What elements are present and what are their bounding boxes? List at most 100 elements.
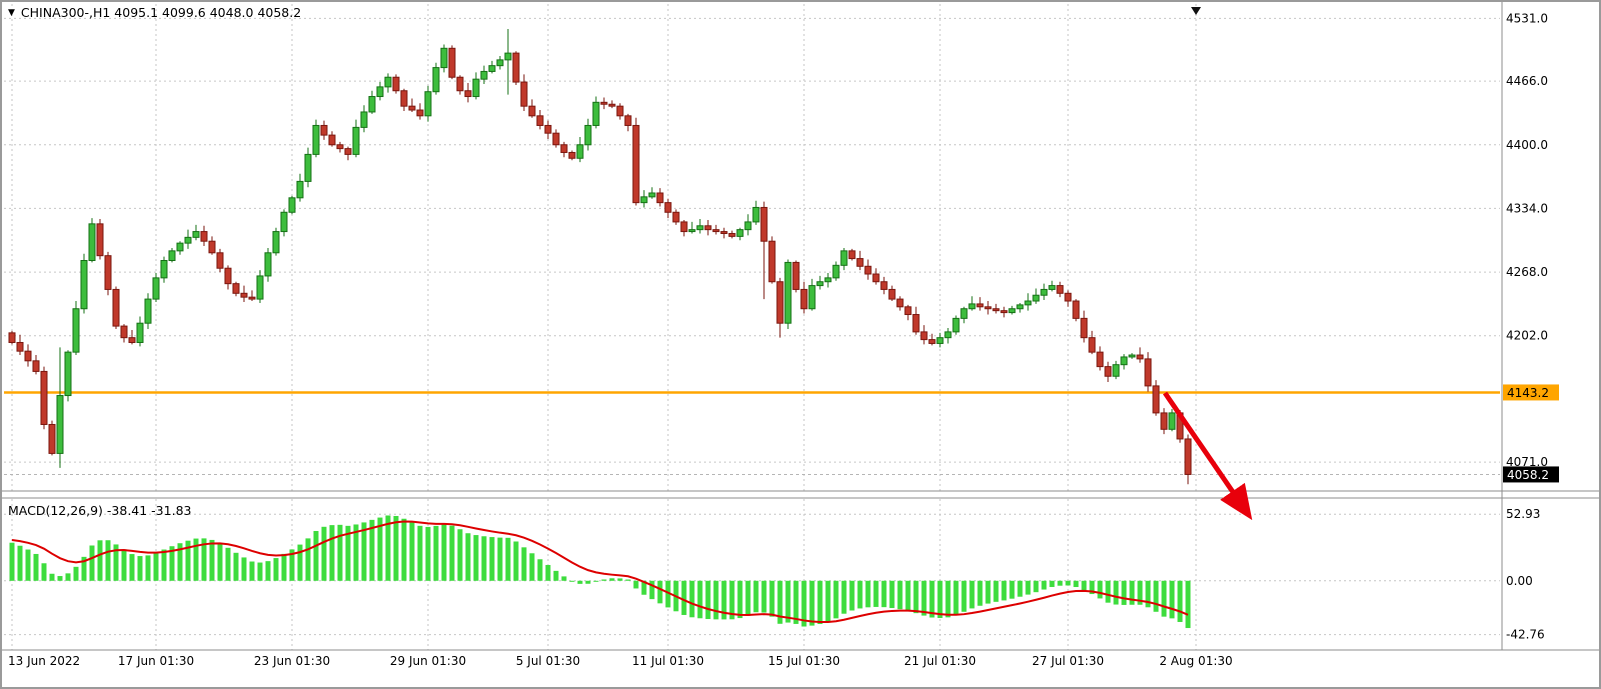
candle-up [384, 76, 392, 88]
macd-histogram-bar [1129, 580, 1135, 605]
date-axis-label: 13 Jun 2022 [8, 654, 80, 668]
macd-histogram-bar [993, 580, 999, 602]
macd-histogram-bar [833, 580, 839, 619]
macd-histogram-bar [913, 580, 919, 614]
macd-histogram-bar [513, 541, 519, 581]
date-axis-label: 15 Jul 01:30 [768, 654, 840, 668]
candle-down [520, 81, 528, 107]
macd-histogram-bar [33, 553, 39, 581]
macd-histogram-bar [889, 580, 895, 609]
candle-down [408, 105, 416, 111]
candle-up [1168, 412, 1176, 430]
candle-down [48, 423, 56, 454]
trend-arrow-annotation[interactable] [1162, 391, 1253, 521]
candle-up [824, 277, 832, 283]
macd-histogram-bar [121, 549, 127, 581]
candle-down [888, 288, 896, 300]
candle-down [544, 124, 552, 134]
macd-histogram-bar [785, 580, 791, 623]
candle-down [920, 331, 928, 341]
macd-histogram-bar [465, 533, 471, 581]
chart-shift-marker-icon[interactable] [1191, 7, 1201, 15]
candle-up [504, 52, 512, 61]
candle-down [232, 283, 240, 294]
candle-down [1064, 292, 1072, 302]
candle-up [1040, 288, 1048, 296]
macd-histogram-bar [161, 549, 167, 581]
macd-histogram-bar [393, 515, 399, 581]
macd-histogram-bar [601, 579, 607, 581]
candle-down [712, 229, 720, 233]
candle-down [512, 52, 520, 83]
candle-down [16, 341, 24, 352]
macd-histogram-bar [537, 559, 543, 581]
price-axis-label: 4466.0 [1506, 74, 1548, 88]
macd-histogram-bar [497, 537, 503, 581]
macd-histogram-bar [353, 524, 359, 581]
candle-up [1128, 354, 1136, 358]
candle-down [24, 350, 32, 362]
candle-down [1184, 438, 1192, 475]
candle-up [440, 47, 448, 69]
candle-up [696, 225, 704, 231]
macd-histogram-bar [977, 580, 983, 606]
macd-histogram-bar [345, 525, 351, 581]
macd-histogram-bar [425, 526, 431, 581]
candle-up [280, 211, 288, 233]
date-axis-label: 2 Aug 01:30 [1159, 654, 1232, 668]
macd-histogram-bar [553, 570, 559, 581]
candle-up [136, 322, 144, 343]
candle-down [1072, 300, 1080, 319]
candle-up [960, 308, 968, 319]
macd-histogram-bar [249, 561, 255, 581]
candle-down [464, 90, 472, 98]
macd-histogram-bar [257, 562, 263, 581]
candle-down [984, 306, 992, 310]
macd-histogram-bar [1065, 580, 1071, 586]
date-axis-label: 21 Jul 01:30 [904, 654, 976, 668]
candle-down [680, 221, 688, 233]
macd-histogram-bar [793, 580, 799, 624]
macd-histogram-bar [1121, 580, 1127, 605]
candle-up [176, 242, 184, 252]
macd-histogram-bar [681, 580, 687, 615]
macd-histogram-bar [281, 553, 287, 581]
candle-up [688, 229, 696, 233]
macd-histogram-bar [881, 580, 887, 608]
macd-histogram-bar [593, 580, 599, 582]
macd-axis-label: 0.00 [1506, 574, 1533, 588]
candle-down [320, 124, 328, 136]
candle-up [592, 101, 600, 126]
macd-histogram-bar [289, 549, 295, 581]
macd-histogram-bar [641, 580, 647, 595]
macd-histogram-bar [185, 540, 191, 581]
candle-up [1016, 304, 1024, 310]
symbol-dropdown-icon[interactable]: ▼ [8, 7, 15, 18]
candle-up [72, 308, 80, 353]
macd-histogram-bar [433, 525, 439, 581]
candle-down [720, 231, 728, 234]
candle-up [472, 78, 480, 98]
candle-up [64, 351, 72, 397]
macd-histogram-bar [41, 563, 47, 581]
macd-histogram-bar [177, 543, 183, 581]
candle-down [728, 232, 736, 237]
candle-up [968, 303, 976, 310]
candle-up [160, 260, 168, 279]
macd-histogram-bar [937, 580, 943, 618]
candle-down [1152, 385, 1160, 414]
macd-histogram-bar [865, 580, 871, 608]
macd-histogram-bar [1033, 580, 1039, 593]
candle-down [872, 273, 880, 283]
macd-histogram-bar [1177, 580, 1183, 622]
candle-down [864, 265, 872, 275]
candle-down [456, 76, 464, 92]
macd-histogram-bar [377, 517, 383, 581]
candle-down [568, 151, 576, 159]
candle-down [200, 231, 208, 242]
candle-down [760, 206, 768, 242]
candle-down [624, 115, 632, 126]
candle-down [608, 103, 616, 107]
candle-down [128, 337, 136, 343]
